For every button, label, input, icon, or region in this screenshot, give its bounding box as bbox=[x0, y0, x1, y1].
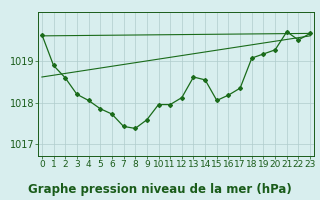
Text: Graphe pression niveau de la mer (hPa): Graphe pression niveau de la mer (hPa) bbox=[28, 183, 292, 196]
